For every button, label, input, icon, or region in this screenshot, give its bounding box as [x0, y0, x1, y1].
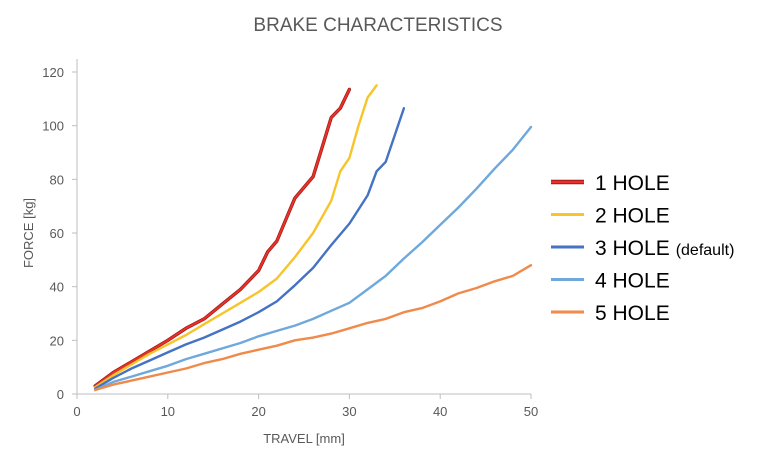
legend: 1 HOLE 2 HOLE 3 HOLE (default) 4 HOLE 5 HOLE	[551, 172, 734, 325]
series-line-outline-1-hole	[93, 87, 352, 388]
y-tick-label: 20	[50, 333, 64, 348]
legend-note-3-hole: (default)	[676, 242, 735, 259]
x-tick-label: 40	[433, 404, 447, 419]
series-layer	[93, 84, 533, 392]
axes	[76, 59, 531, 395]
y-tick-label: 120	[42, 65, 64, 80]
series-line-5-hole	[93, 264, 533, 392]
x-tick-labels: 0 10 20 30 40 50	[73, 394, 538, 419]
x-tick-label: 10	[161, 404, 175, 419]
y-tick-label: 80	[50, 172, 64, 187]
series-line-4-hole	[93, 125, 533, 392]
y-tick-label: 40	[50, 280, 64, 295]
y-tick-label: 100	[42, 119, 64, 134]
legend-label-5-hole: 5 HOLE	[595, 302, 670, 325]
x-tick-label: 20	[251, 404, 265, 419]
series-line-3-hole	[93, 106, 406, 390]
x-axis-label: TRAVEL [mm]	[263, 431, 345, 446]
legend-label-4-hole: 4 HOLE	[595, 270, 670, 293]
legend-label-3-hole: 3 HOLE (default)	[595, 237, 734, 260]
series-line-2-hole	[93, 84, 378, 389]
series-line-1-hole	[94, 88, 351, 387]
legend-label-1-hole: 1 HOLE	[595, 172, 670, 195]
x-tick-label: 0	[73, 404, 80, 419]
y-tick-label: 0	[57, 387, 64, 402]
y-axis-label: FORCE [kg]	[21, 198, 36, 268]
x-tick-label: 50	[524, 404, 538, 419]
y-tick-label: 60	[50, 226, 64, 241]
chart-title: BRAKE CHARACTERISTICS	[253, 15, 502, 36]
y-tick-labels: 0 20 40 60 80 100 120	[42, 65, 77, 402]
x-tick-label: 30	[342, 404, 356, 419]
legend-label-2-hole: 2 HOLE	[595, 205, 670, 228]
